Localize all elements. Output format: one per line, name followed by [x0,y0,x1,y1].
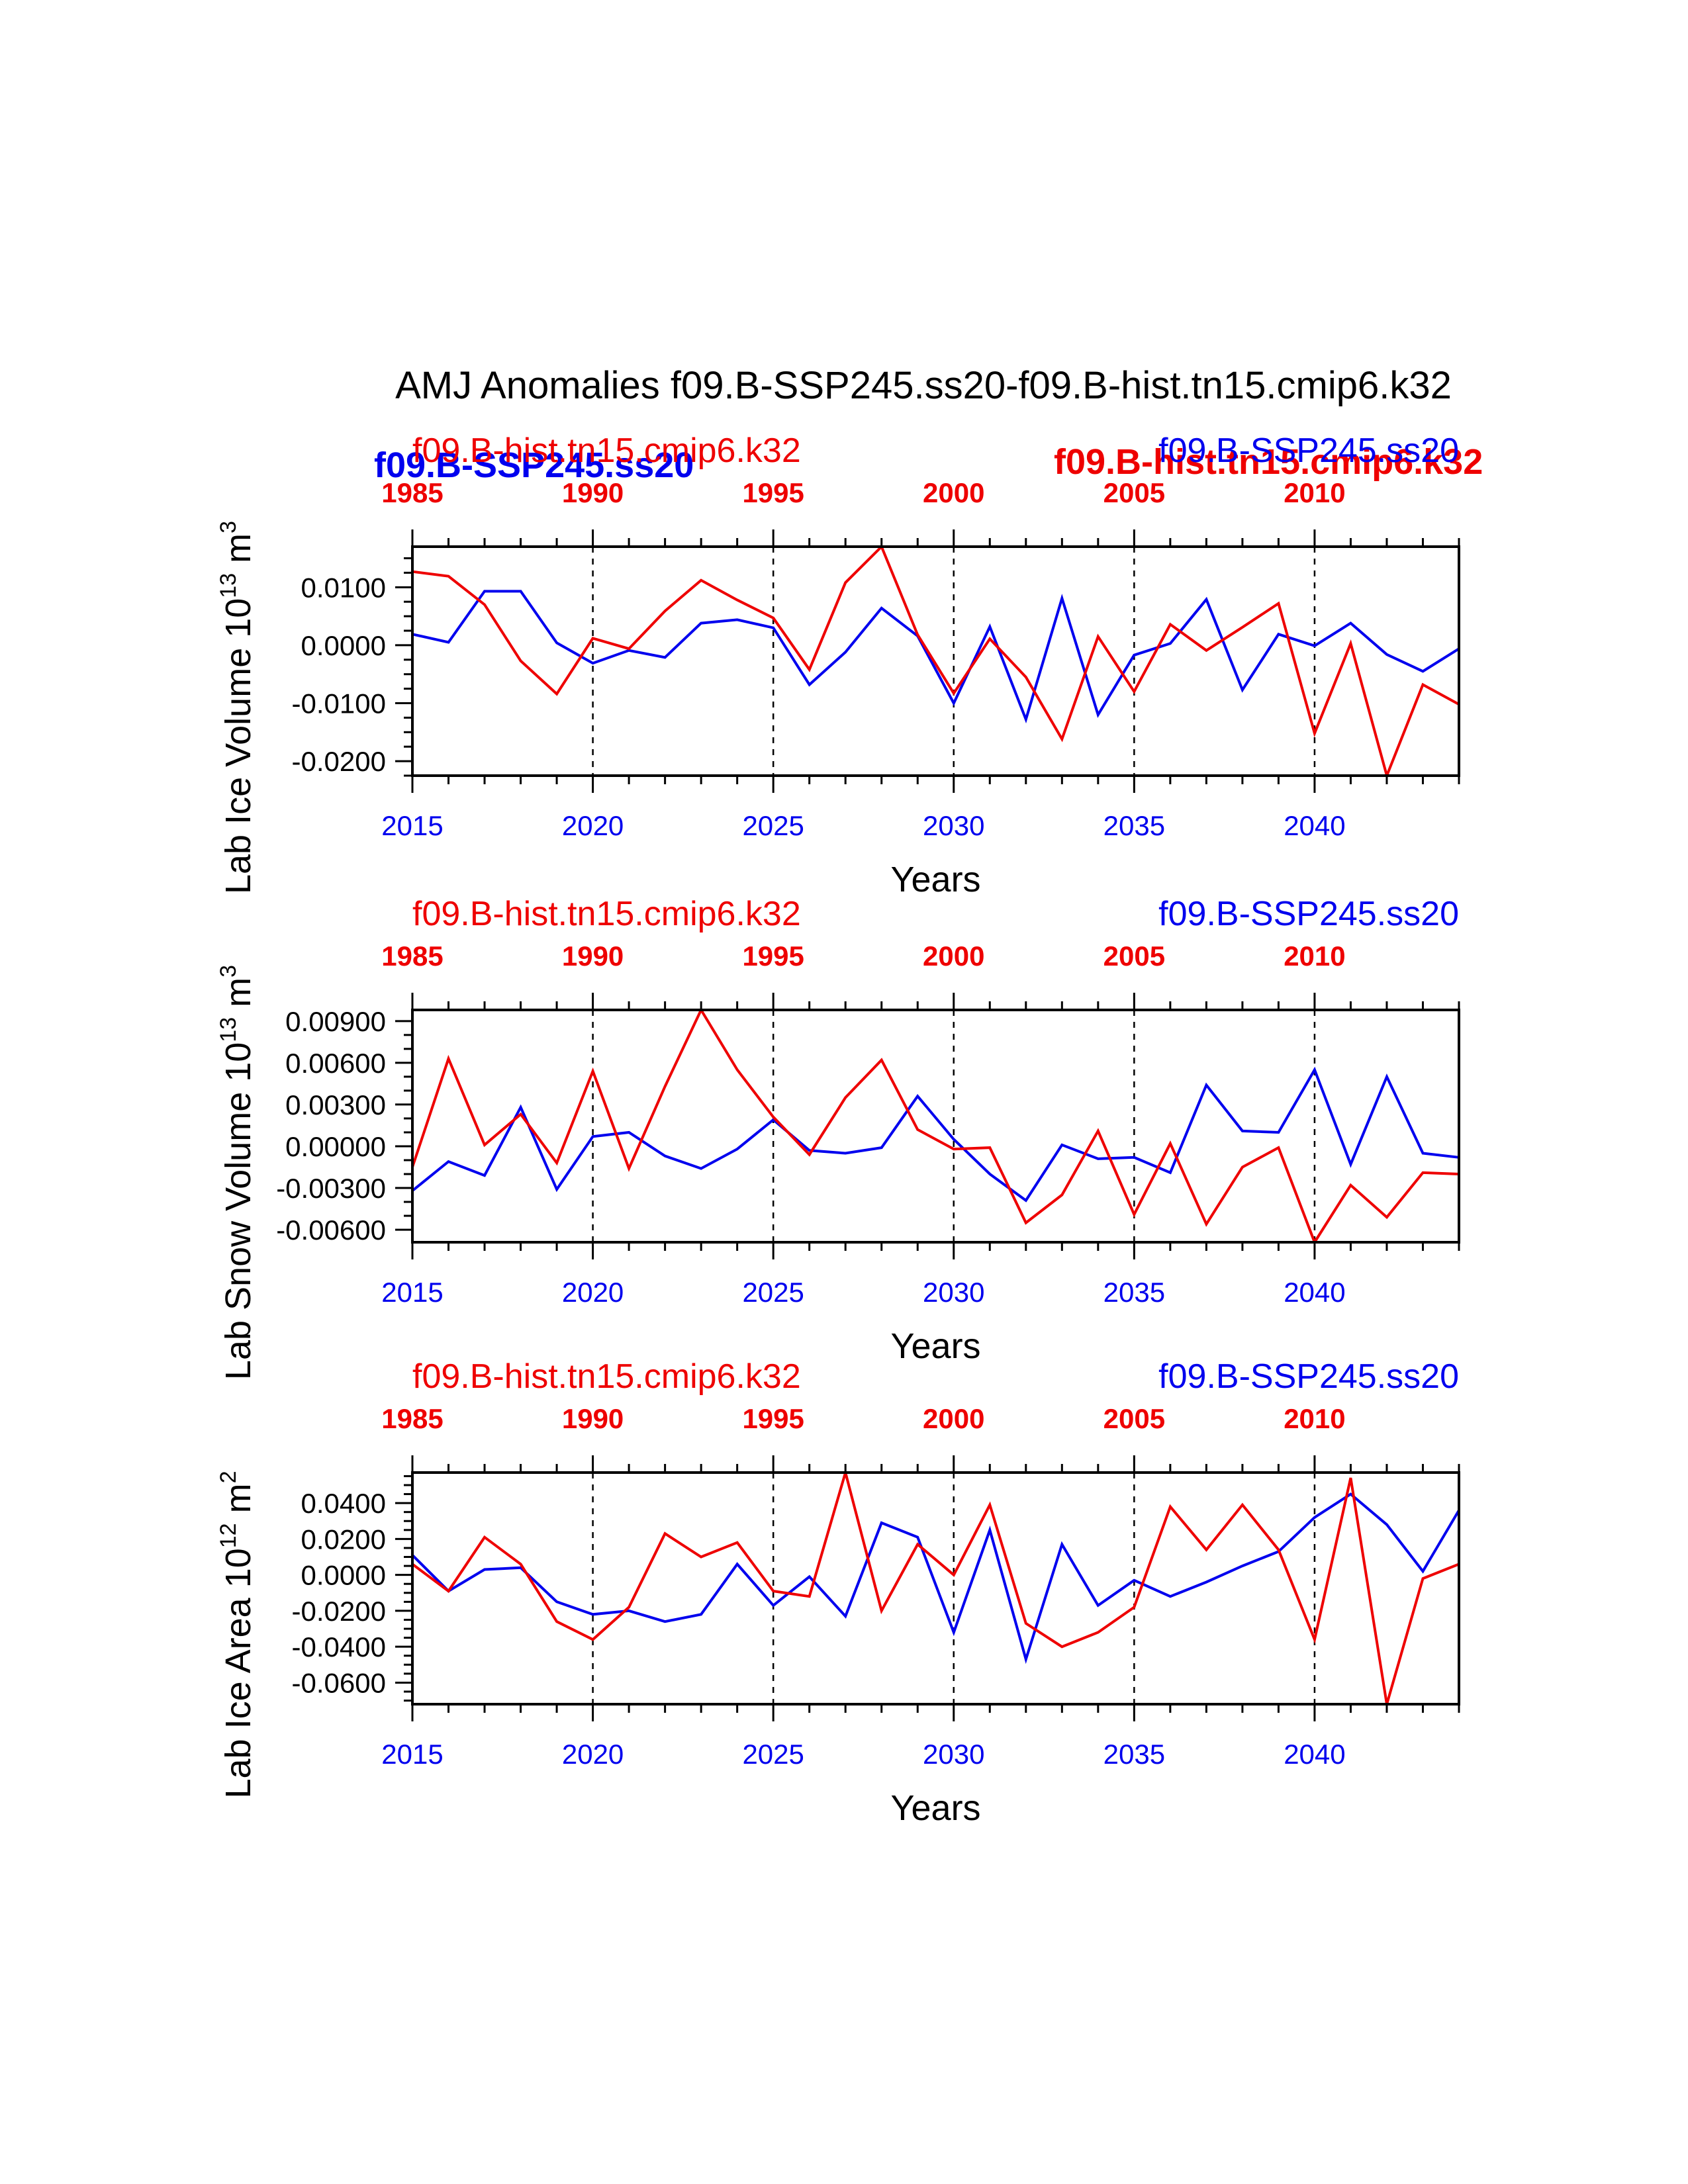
x-top-tick-label: 1995 [742,1403,804,1434]
x-top-tick-label: 2010 [1284,477,1345,508]
x-tick-label: 2025 [742,1277,804,1308]
x-top-tick-label: 1990 [562,477,624,508]
x-top-tick-label: 2010 [1284,940,1345,972]
y-tick-label: 0.00600 [285,1048,386,1079]
y-tick-label: 0.0400 [301,1488,386,1519]
x-tick-label: 2030 [923,1739,984,1770]
x-tick-label: 2035 [1103,1277,1165,1308]
x-top-tick-label: 2000 [923,940,984,972]
panel-2: f09.B-hist.tn15.cmip6.k32 f09.B-SSP245.ss… [216,895,1460,1380]
series-line-hist [412,544,1460,780]
y-tick-label: -0.0100 [292,688,386,719]
panel-top-label-ssp: f09.B-SSP245.ss20 [1158,1357,1459,1396]
y-tick-label: 0.00300 [285,1089,386,1120]
y-tick-label: 0.00900 [285,1006,386,1037]
x-top-tick-label: 2005 [1103,477,1165,508]
y-tick-label: -0.0200 [292,1596,386,1627]
y-tick-label: 0.0000 [301,630,386,661]
x-top-tick-label: 2005 [1103,940,1165,972]
x-tick-label: 2035 [1103,810,1165,841]
panel-1: f09.B-hist.tn15.cmip6.k32 f09.B-SSP245.ss… [216,432,1460,899]
x-top-tick-label: 2005 [1103,1403,1165,1434]
x-axis-title: Years [890,1326,980,1366]
x-tick-label: 2025 [742,810,804,841]
panels: f09.B-hist.tn15.cmip6.k32 f09.B-SSP245.ss… [216,432,1460,1828]
x-top-tick-label: 1985 [381,940,443,972]
x-top-tick-label: 1985 [381,1403,443,1434]
x-tick-label: 2030 [923,1277,984,1308]
series-line-hist [411,1467,1460,1705]
y-tick-label: 0.0000 [301,1560,386,1591]
panel-top-label-ssp: f09.B-SSP245.ss20 [1158,432,1459,470]
x-top-tick-label: 1990 [562,1403,624,1434]
x-top-tick-label: 1985 [381,477,443,508]
x-top-tick-label: 2000 [923,477,984,508]
x-tick-label: 2040 [1284,1277,1345,1308]
x-tick-label: 2015 [381,1277,443,1308]
x-tick-label: 2020 [562,810,624,841]
x-axis-title: Years [890,860,980,899]
y-tick-label: 0.00000 [285,1131,386,1162]
panel-top-label-hist: f09.B-hist.tn15.cmip6.k32 [412,432,801,470]
y-axis-title: Lab Snow Volume 1013 m3 [216,965,258,1380]
y-tick-label: 0.0100 [301,572,386,603]
y-axis-title: Lab Ice Area 1012 m2 [216,1471,258,1798]
series-line-ssp245 [412,590,1460,724]
y-tick-label: -0.00300 [276,1173,386,1204]
series-line-ssp245 [411,1066,1460,1203]
x-tick-label: 2015 [381,810,443,841]
y-tick-label: -0.0400 [292,1631,386,1662]
y-tick-label: 0.0200 [301,1524,386,1555]
x-top-tick-label: 1995 [742,477,804,508]
x-top-tick-label: 1990 [562,940,624,972]
x-tick-label: 2040 [1284,810,1345,841]
panel-top-label-hist: f09.B-hist.tn15.cmip6.k32 [412,895,801,933]
x-top-tick-label: 2010 [1284,1403,1345,1434]
overlay-label-ssp-left: f09.B-SSP245.ss20 [374,445,694,485]
plot-frame [411,1471,1460,1706]
x-tick-label: 2035 [1103,1739,1165,1770]
overlay-label-hist-right: f09.B-hist.tn15.cmip6.k32 [1054,442,1483,482]
panel-top-label-ssp: f09.B-SSP245.ss20 [1158,895,1459,933]
plot-frame [411,545,1460,777]
x-tick-label: 2015 [381,1739,443,1770]
figure-title: AMJ Anomalies f09.B-SSP245.ss20-f09.B-hi… [395,364,1452,407]
panel-3: f09.B-hist.tn15.cmip6.k32 f09.B-SSP245.ss… [216,1357,1460,1828]
x-tick-label: 2040 [1284,1739,1345,1770]
x-tick-label: 2030 [923,810,984,841]
y-tick-label: -0.0600 [292,1667,386,1698]
x-tick-label: 2020 [562,1277,624,1308]
y-tick-label: -0.0200 [292,746,386,777]
panel-top-label-hist: f09.B-hist.tn15.cmip6.k32 [412,1357,801,1396]
x-axis-title: Years [890,1788,980,1828]
y-axis-title: Lab Ice Volume 1013 m3 [216,521,258,894]
series-line-hist [411,1007,1460,1246]
plot-frame [411,1009,1460,1244]
series-line-ssp245 [411,1492,1460,1664]
x-tick-label: 2025 [742,1739,804,1770]
x-tick-label: 2020 [562,1739,624,1770]
y-tick-label: -0.00600 [276,1214,386,1246]
x-top-tick-label: 2000 [923,1403,984,1434]
x-top-tick-label: 1995 [742,940,804,972]
